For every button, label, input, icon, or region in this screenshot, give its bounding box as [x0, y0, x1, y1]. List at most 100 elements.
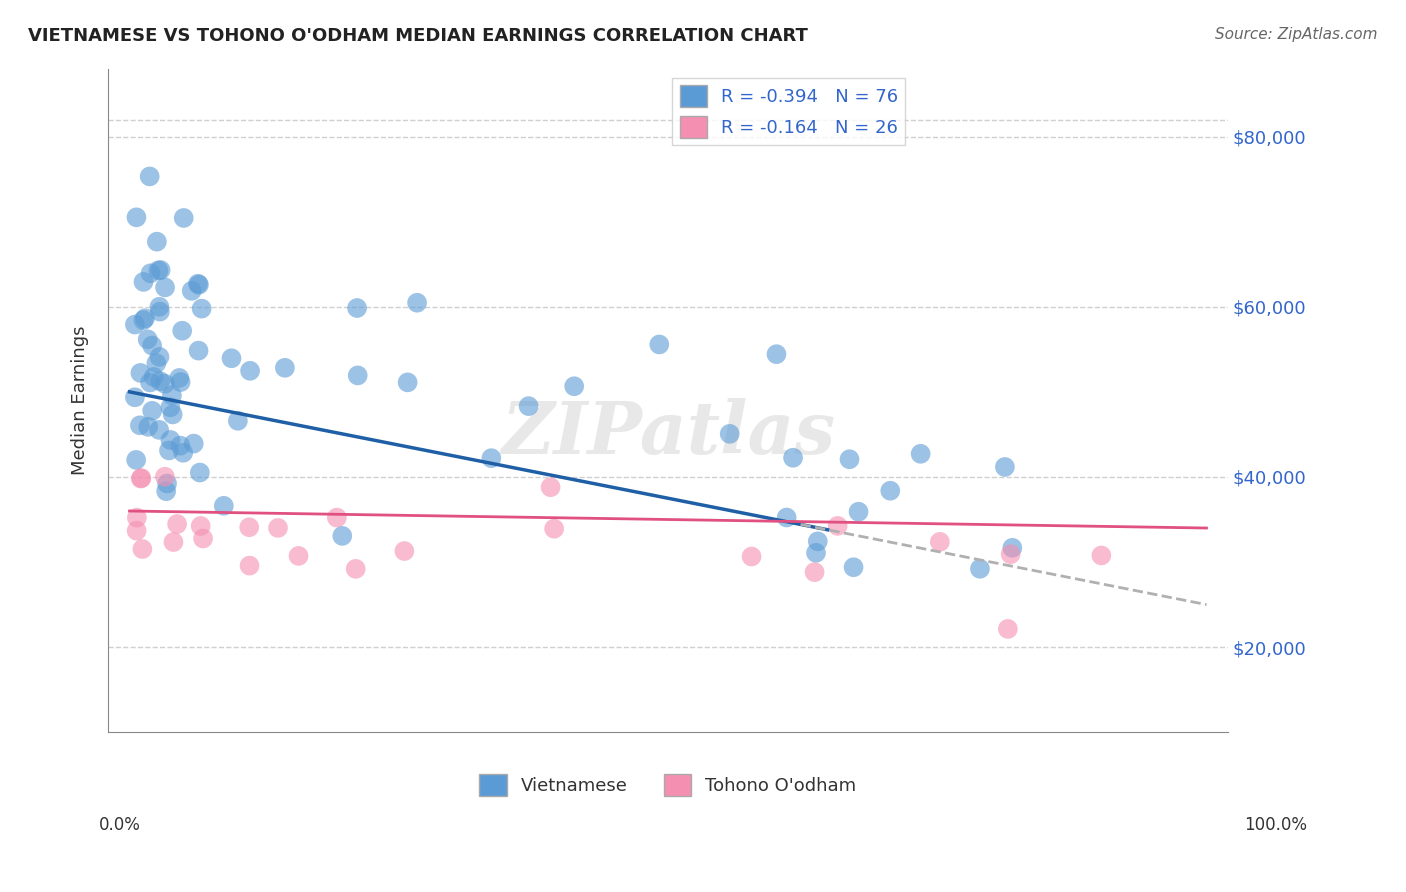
Point: [238, 558, 260, 573]
Point: [124, 318, 146, 332]
Text: Source: ZipAtlas.com: Source: ZipAtlas.com: [1215, 27, 1378, 42]
Point: [136, 420, 159, 434]
Point: [149, 304, 172, 318]
Point: [139, 376, 162, 390]
Point: [173, 211, 195, 225]
Point: [928, 534, 950, 549]
Point: [394, 544, 416, 558]
Point: [142, 370, 165, 384]
Point: [540, 480, 562, 494]
Point: [153, 280, 176, 294]
Point: [994, 459, 1017, 474]
Point: [848, 505, 870, 519]
Point: [221, 351, 243, 366]
Point: [274, 360, 297, 375]
Point: [804, 546, 827, 560]
Point: [838, 452, 860, 467]
Point: [169, 375, 191, 389]
Point: [149, 263, 172, 277]
Point: [131, 542, 153, 557]
Point: [346, 368, 368, 383]
Point: [166, 516, 188, 531]
Point: [180, 284, 202, 298]
Point: [718, 426, 741, 441]
Point: [782, 450, 804, 465]
Point: [136, 332, 159, 346]
Point: [125, 211, 148, 225]
Point: [129, 471, 152, 485]
Point: [138, 169, 160, 184]
Y-axis label: Median Earnings: Median Earnings: [72, 326, 89, 475]
Legend: Vietnamese, Tohono O'odham: Vietnamese, Tohono O'odham: [472, 766, 863, 803]
Point: [146, 235, 169, 249]
Point: [160, 388, 183, 402]
Point: [187, 343, 209, 358]
Point: [153, 469, 176, 483]
Point: [145, 356, 167, 370]
Point: [1000, 547, 1022, 561]
Point: [129, 418, 152, 433]
Point: [131, 471, 153, 485]
Point: [807, 534, 830, 549]
Point: [187, 277, 209, 292]
Point: [326, 510, 349, 524]
Point: [517, 399, 540, 413]
Point: [396, 376, 419, 390]
Point: [155, 484, 177, 499]
Point: [132, 313, 155, 327]
Point: [125, 453, 148, 467]
Point: [191, 532, 214, 546]
Point: [132, 275, 155, 289]
Point: [188, 466, 211, 480]
Point: [172, 446, 194, 460]
Point: [148, 263, 170, 277]
Point: [183, 436, 205, 450]
Point: [125, 510, 148, 524]
Point: [1090, 549, 1112, 563]
Point: [153, 376, 176, 391]
Point: [827, 519, 849, 533]
Point: [125, 524, 148, 538]
Point: [879, 483, 901, 498]
Point: [162, 535, 184, 549]
Point: [159, 401, 181, 415]
Point: [156, 476, 179, 491]
Point: [346, 301, 368, 315]
Text: 0.0%: 0.0%: [98, 815, 141, 833]
Point: [969, 562, 991, 576]
Point: [741, 549, 763, 564]
Point: [141, 338, 163, 352]
Text: VIETNAMESE VS TOHONO O'ODHAM MEDIAN EARNINGS CORRELATION CHART: VIETNAMESE VS TOHONO O'ODHAM MEDIAN EARN…: [28, 27, 808, 45]
Point: [129, 366, 152, 380]
Point: [148, 350, 170, 364]
Point: [765, 347, 787, 361]
Point: [139, 266, 162, 280]
Text: 100.0%: 100.0%: [1244, 815, 1308, 833]
Point: [344, 562, 367, 576]
Text: ZIPatlas: ZIPatlas: [501, 398, 835, 469]
Point: [775, 510, 797, 524]
Point: [910, 447, 932, 461]
Point: [406, 295, 429, 310]
Point: [1001, 541, 1024, 555]
Point: [803, 565, 825, 579]
Point: [134, 311, 156, 326]
Point: [149, 374, 172, 388]
Point: [124, 390, 146, 404]
Point: [169, 371, 191, 385]
Point: [997, 622, 1019, 636]
Point: [239, 364, 262, 378]
Point: [162, 408, 184, 422]
Point: [187, 277, 209, 291]
Point: [172, 324, 194, 338]
Point: [842, 560, 865, 574]
Point: [148, 300, 170, 314]
Point: [287, 549, 309, 563]
Point: [190, 519, 212, 533]
Point: [543, 522, 565, 536]
Point: [226, 414, 249, 428]
Point: [157, 443, 180, 458]
Point: [648, 337, 671, 351]
Point: [159, 433, 181, 447]
Point: [562, 379, 585, 393]
